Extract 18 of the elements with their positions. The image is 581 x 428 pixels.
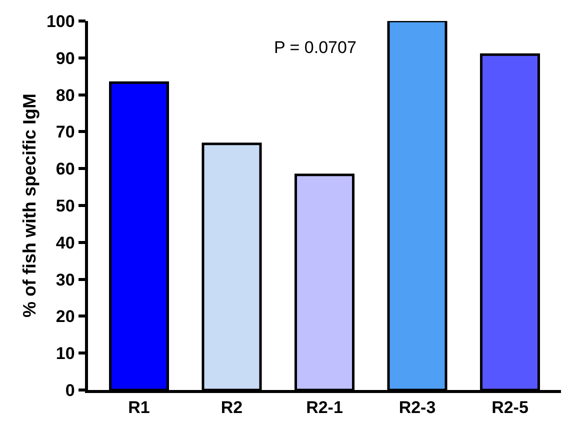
y-tick-label: 60: [56, 160, 75, 179]
x-tick-label: R2-5: [492, 398, 528, 418]
annotation: P = 0.0707: [274, 38, 356, 57]
y-tick-label: 40: [56, 233, 75, 252]
y-tick-label: 20: [56, 307, 75, 326]
y-tick-label: 80: [56, 86, 75, 105]
y-tick-label: 30: [56, 270, 75, 290]
y-tick-label: 0: [65, 380, 75, 400]
x-tick-label: R2-1: [306, 398, 343, 418]
y-tick-label: 10: [56, 344, 75, 364]
x-tick-label: R2: [220, 398, 243, 418]
x-tick-label: R1: [128, 398, 150, 418]
y-tick-label: 50: [56, 196, 75, 216]
y-tick-label: 90: [56, 48, 75, 68]
y-axis-title: % of fish with specific IgM: [20, 93, 40, 318]
y-tick-label: 100: [46, 12, 75, 31]
y-tick-label: 70: [56, 122, 75, 142]
x-tick-label: R2-3: [398, 398, 436, 418]
